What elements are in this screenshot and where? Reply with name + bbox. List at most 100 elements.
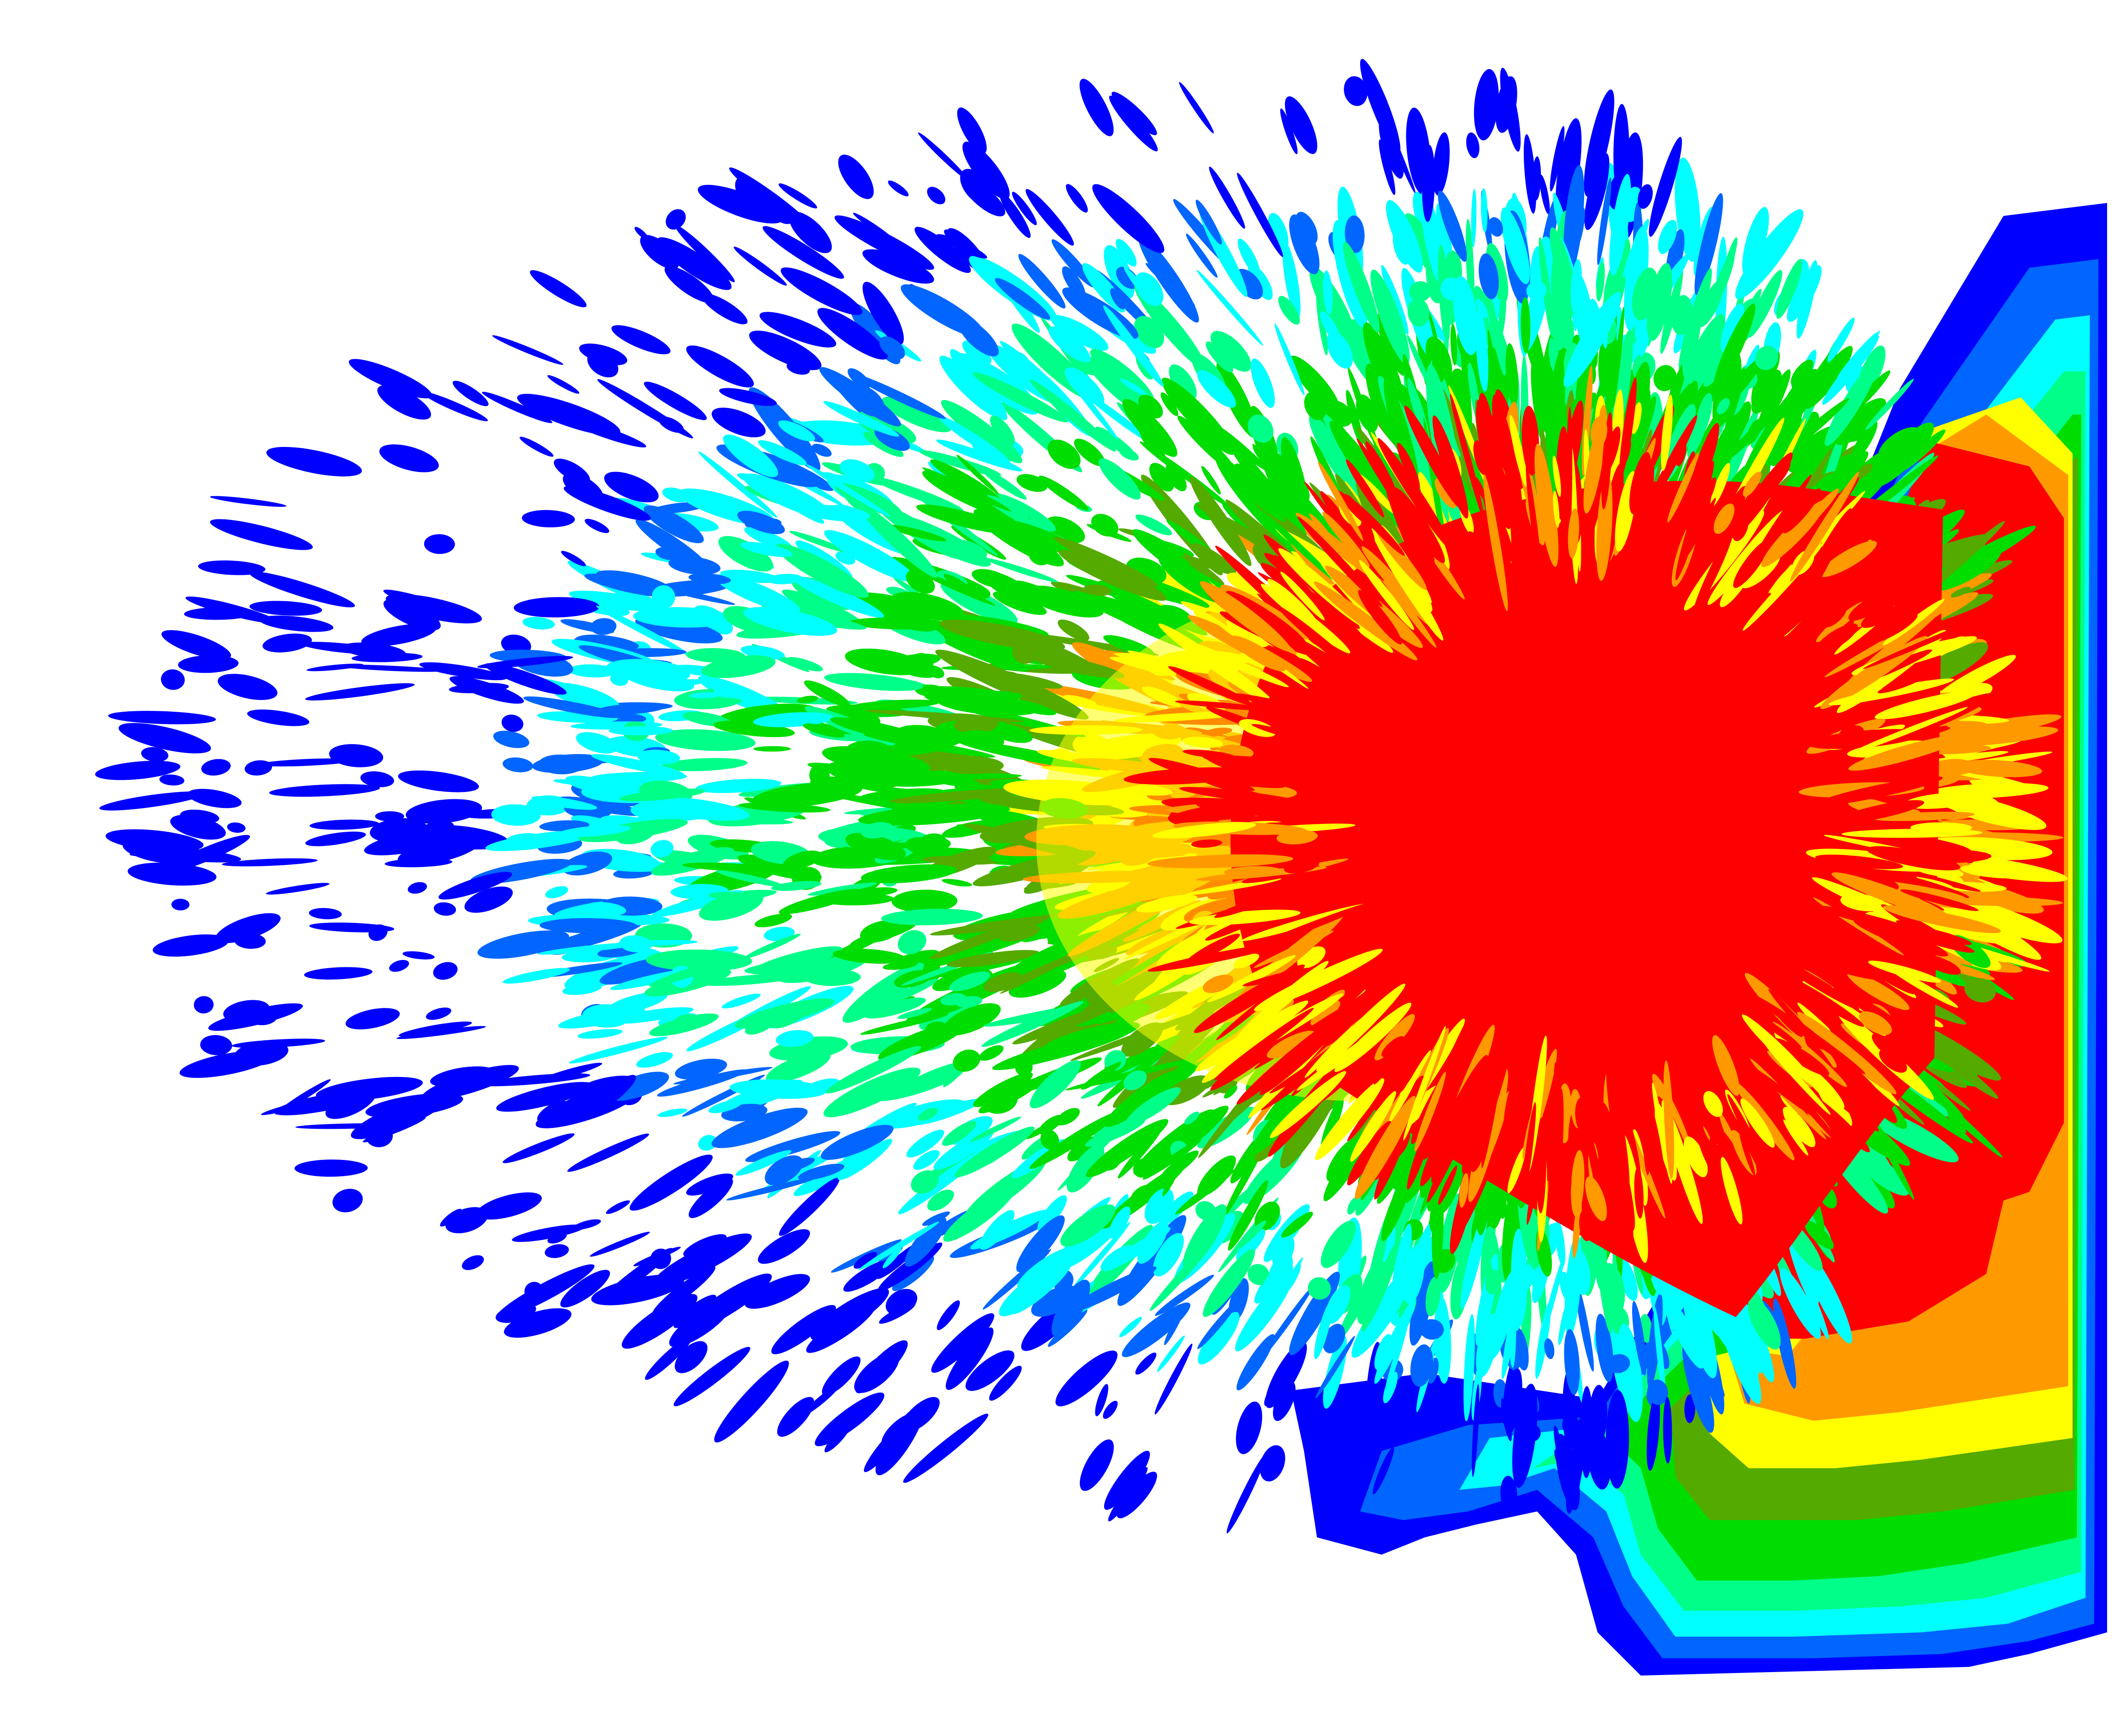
core-rim-streak bbox=[1299, 658, 1366, 704]
fragment bbox=[845, 833, 906, 861]
core-rim-streak bbox=[1783, 1107, 1816, 1147]
core-rim-streak bbox=[1350, 1091, 1396, 1162]
fragment bbox=[995, 278, 1051, 320]
fragment bbox=[869, 476, 964, 512]
fragment bbox=[1295, 212, 1318, 245]
fragment bbox=[522, 617, 555, 630]
fragment bbox=[823, 1068, 921, 1118]
fragment bbox=[861, 864, 957, 884]
core-rim-streak bbox=[1883, 599, 1945, 646]
fragment bbox=[1612, 307, 1624, 409]
fragment bbox=[1654, 1307, 1666, 1403]
core-rim-streak bbox=[1152, 822, 1256, 839]
fragment bbox=[1138, 395, 1163, 418]
fragment bbox=[1092, 184, 1165, 253]
core-rim-streak bbox=[1814, 652, 1856, 676]
core-rim-streak bbox=[1797, 1012, 1897, 1094]
fragment bbox=[1773, 1298, 1796, 1389]
fragment bbox=[493, 731, 529, 748]
fragment bbox=[1309, 266, 1357, 347]
fragment bbox=[1110, 288, 1125, 310]
fragment bbox=[861, 822, 894, 839]
core-rim-streak bbox=[1276, 830, 1318, 845]
fragment bbox=[1149, 463, 1174, 492]
core-rim-streak bbox=[1826, 954, 1853, 969]
core-rim-streak bbox=[1843, 1063, 1897, 1123]
fragment bbox=[1555, 118, 1582, 225]
fragment bbox=[993, 591, 1047, 615]
fragment bbox=[1158, 1191, 1193, 1226]
fragment bbox=[301, 642, 391, 655]
fragment bbox=[674, 1341, 708, 1373]
core-rim-streak bbox=[1253, 931, 1334, 968]
fragment bbox=[504, 1308, 572, 1338]
core-rim-streak bbox=[1707, 510, 1786, 605]
fragment bbox=[1505, 343, 1519, 407]
core-rim-streak bbox=[1632, 515, 1644, 559]
fragment bbox=[662, 487, 689, 503]
fragment bbox=[1587, 1427, 1611, 1490]
fragment bbox=[702, 293, 748, 324]
fragment bbox=[858, 1221, 939, 1270]
fragment bbox=[1153, 1233, 1184, 1277]
fragment bbox=[734, 998, 835, 1029]
core-rim-streak bbox=[1534, 444, 1559, 567]
fragment bbox=[1210, 331, 1251, 372]
core-rim-streak bbox=[1242, 967, 1313, 987]
fragment bbox=[1383, 1372, 1398, 1403]
fragment bbox=[1135, 514, 1172, 535]
fragment bbox=[1409, 281, 1431, 302]
core-rim-streak bbox=[1848, 707, 1968, 755]
fragment bbox=[433, 962, 458, 980]
fragment bbox=[1960, 865, 2027, 879]
core-rim-streak bbox=[1556, 1116, 1563, 1172]
fragment bbox=[984, 558, 1058, 583]
fragment bbox=[1316, 291, 1328, 356]
core-rim-streak bbox=[1585, 1176, 1607, 1221]
core-rim-streak bbox=[1318, 461, 1364, 541]
fragment bbox=[1119, 1317, 1142, 1337]
core-rim-streak bbox=[1185, 878, 1282, 895]
fragment bbox=[1803, 1249, 1852, 1344]
fragment bbox=[1135, 1353, 1157, 1375]
fragment bbox=[883, 979, 938, 1005]
fragment bbox=[1054, 537, 1158, 586]
core-rim-streak bbox=[1389, 1071, 1418, 1121]
fragment bbox=[722, 993, 761, 1009]
fragment bbox=[1161, 392, 1178, 416]
fragment bbox=[658, 416, 684, 433]
fragment bbox=[1946, 726, 2058, 746]
fragment bbox=[850, 700, 940, 710]
fragment bbox=[1197, 1300, 1239, 1349]
fragment bbox=[1260, 510, 1337, 583]
fragment bbox=[822, 1356, 861, 1396]
core-rim-streak bbox=[1885, 965, 1959, 1008]
fragment bbox=[985, 722, 1032, 743]
fragment bbox=[1273, 1381, 1296, 1421]
fragment bbox=[1197, 370, 1236, 408]
fragment bbox=[503, 1133, 575, 1163]
fragment bbox=[1115, 239, 1137, 267]
core-rim-streak bbox=[1316, 983, 1405, 1072]
core-rim-streak bbox=[1921, 954, 1961, 975]
fragment bbox=[503, 757, 533, 773]
fragment bbox=[619, 789, 706, 801]
fragment bbox=[1607, 1354, 1630, 1373]
core-rim-streak bbox=[1761, 948, 1860, 1010]
core-rim-streak bbox=[1522, 1102, 1536, 1199]
fragment bbox=[891, 592, 965, 621]
fragment bbox=[937, 1300, 960, 1331]
fragment bbox=[812, 444, 832, 457]
fragment bbox=[1235, 1274, 1293, 1352]
fragment bbox=[753, 746, 791, 752]
core-rim-streak bbox=[1185, 933, 1240, 965]
fragment bbox=[989, 1365, 1022, 1401]
core-rim-streak bbox=[1359, 560, 1415, 630]
core-rim-streak bbox=[1239, 719, 1276, 737]
fragment bbox=[1037, 1195, 1067, 1232]
fragment bbox=[826, 1046, 921, 1094]
core-rim-streak bbox=[1322, 512, 1370, 567]
fragment bbox=[957, 107, 987, 154]
fragment bbox=[1031, 1285, 1079, 1317]
fragment bbox=[806, 464, 890, 517]
